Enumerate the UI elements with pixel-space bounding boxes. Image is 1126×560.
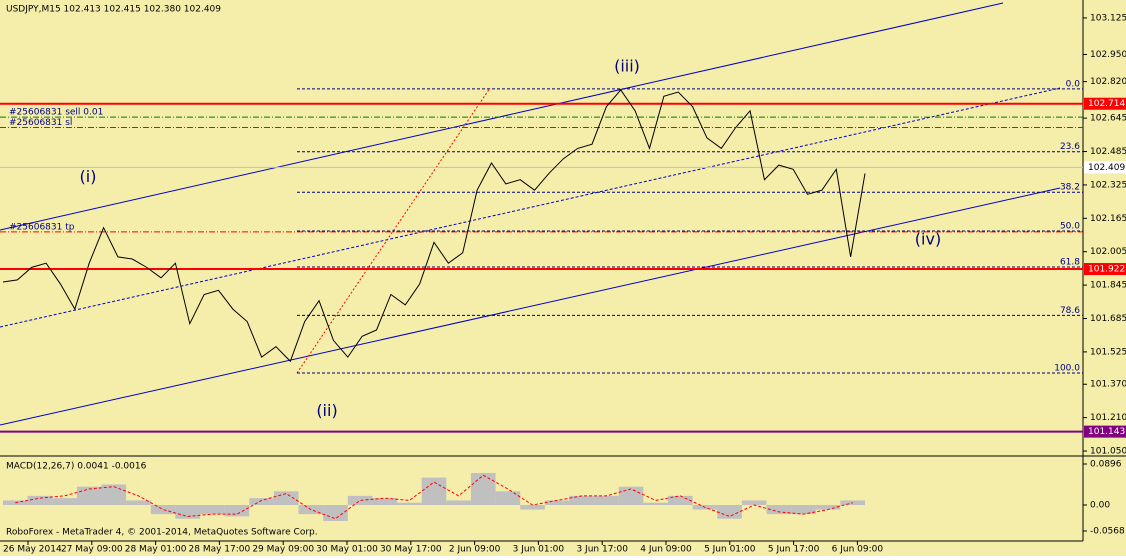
price-tag — [1084, 97, 1126, 110]
wave-label: (i) — [80, 167, 97, 186]
macd-bar — [175, 504, 201, 519]
macd-bar — [372, 498, 398, 505]
macd-bar — [667, 495, 693, 505]
macd-bar — [347, 495, 373, 505]
macd-y-tick-label: 0.00 — [1090, 500, 1110, 510]
symbol-header: USDJPY,M15 102.413 102.415 102.380 102.4… — [6, 5, 221, 15]
macd-bar — [717, 504, 742, 519]
x-tick-label: 28 May 17:00 — [189, 545, 251, 555]
y-tick-label: 102.485 — [1090, 147, 1126, 157]
y-tick-label: 102.950 — [1090, 50, 1126, 60]
y-tick-label: 102.820 — [1090, 77, 1126, 87]
x-tick-label: 30 May 01:00 — [316, 545, 378, 555]
x-tick-label: 30 May 17:00 — [380, 545, 442, 555]
macd-bar — [643, 502, 668, 505]
wave-label: (iv) — [915, 230, 941, 249]
y-tick-label: 102.325 — [1090, 180, 1126, 190]
price-line — [2, 89, 866, 363]
y-tick-label: 102.645 — [1090, 114, 1126, 124]
footer: RoboForex - MetaTrader 4, © 2001-2014, M… — [6, 528, 318, 538]
order-label: #25606831 sl — [9, 118, 72, 128]
price-tag — [1084, 425, 1126, 438]
fib-label: 50.0 — [1060, 222, 1080, 232]
channel-line — [0, 2, 1004, 231]
fib-baseline — [296, 87, 491, 374]
y-tick-label: 101.525 — [1090, 347, 1126, 357]
price-tag-label: 101.922 — [1088, 265, 1125, 275]
macd-bar — [224, 504, 250, 517]
price-tag-label: 102.714 — [1088, 99, 1125, 109]
macd-y-tick-label: 0.0896 — [1090, 460, 1122, 470]
price-tag — [1084, 263, 1126, 276]
wave-label: (iii) — [614, 56, 640, 75]
price-tag-label: 101.143 — [1088, 427, 1125, 437]
x-tick-label: 3 Jun 01:00 — [513, 545, 565, 555]
macd-bar — [323, 504, 348, 522]
fib-label: 61.8 — [1060, 257, 1080, 267]
y-tick-label: 102.005 — [1090, 247, 1126, 257]
macd-bar — [618, 486, 644, 505]
y-tick-label: 101.685 — [1090, 314, 1126, 324]
fib-label: 23.6 — [1060, 142, 1080, 152]
macd-bar — [397, 502, 422, 505]
price-tag-label: 102.409 — [1088, 163, 1125, 173]
x-tick-label: 6 Jun 09:00 — [832, 545, 884, 555]
macd-bar — [101, 484, 127, 505]
macd-bar — [470, 472, 496, 505]
macd-title: MACD(12,26,7) 0.0041 -0.0016 — [6, 462, 147, 472]
order-label: #25606831 sell 0.01 — [9, 108, 103, 118]
fib-label: 0.0 — [1066, 79, 1081, 89]
order-label: #25606831 tp — [9, 222, 75, 232]
x-tick-label: 2 Jun 09:00 — [449, 545, 501, 555]
y-tick-label: 101.210 — [1090, 413, 1126, 423]
macd-bar — [249, 498, 274, 505]
fib-label: 38.2 — [1060, 183, 1080, 193]
y-tick-label: 102.165 — [1090, 214, 1126, 224]
fib-label: 78.6 — [1060, 306, 1080, 316]
macd-bar — [569, 495, 595, 505]
x-tick-label: 5 Jun 01:00 — [704, 545, 756, 555]
y-tick-label: 101.845 — [1090, 281, 1126, 291]
macd-bar — [741, 500, 767, 505]
price-tag — [1084, 161, 1126, 174]
macd-bar — [421, 477, 447, 505]
x-tick-label: 4 Jun 09:00 — [640, 545, 692, 555]
x-tick-label: 26 May 2014 — [3, 545, 62, 555]
y-tick-label: 103.125 — [1090, 13, 1126, 23]
macd-bar — [27, 495, 53, 505]
x-tick-label: 5 Jun 17:00 — [768, 545, 820, 555]
macd-bar — [150, 504, 176, 515]
wave-label: (ii) — [316, 401, 337, 420]
macd-bar — [273, 491, 299, 505]
macd-y-tick-label: -0.0568 — [1090, 526, 1125, 536]
macd-bar — [446, 500, 471, 505]
macd-bar — [52, 498, 77, 505]
macd-bar — [200, 504, 225, 515]
channel-line — [0, 187, 1061, 426]
macd-bar — [544, 500, 570, 505]
x-tick-label: 3 Jun 17:00 — [576, 545, 628, 555]
macd-bar — [766, 504, 792, 515]
y-tick-label: 101.370 — [1090, 380, 1126, 390]
macd-signal — [15, 474, 853, 520]
fib-label: 100.0 — [1054, 363, 1080, 373]
macd-bar — [76, 486, 102, 505]
macd-bar — [126, 500, 151, 505]
x-tick-label: 28 May 01:00 — [125, 545, 187, 555]
macd-bar — [791, 504, 816, 515]
y-tick-label: 101.050 — [1090, 447, 1126, 457]
macd-bar — [495, 491, 521, 505]
x-tick-label: 29 May 09:00 — [252, 545, 314, 555]
macd-bar — [815, 504, 841, 510]
macd-bar — [520, 504, 545, 510]
macd-bar — [594, 495, 619, 505]
x-tick-label: 27 May 09:00 — [61, 545, 123, 555]
